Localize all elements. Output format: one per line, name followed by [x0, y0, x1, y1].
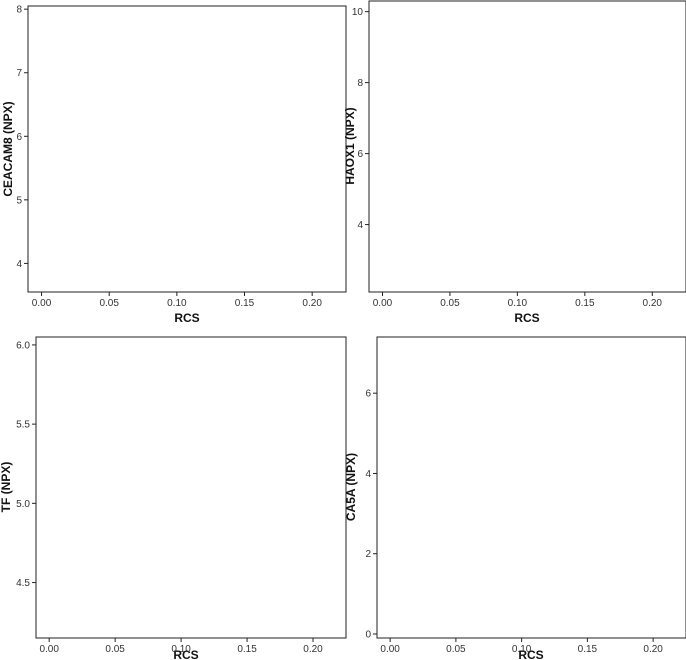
- plot-frame: [35, 336, 347, 639]
- y-tick-label: 8: [16, 5, 22, 16]
- x-tick-label: 0.00: [39, 644, 59, 655]
- x-tick-label: 0.05: [440, 298, 460, 309]
- x-tick-label: 0.05: [99, 298, 119, 309]
- x-axis-label: RCS: [518, 648, 543, 660]
- x-tick-label: 0.15: [235, 298, 255, 309]
- y-tick-label: 5.0: [16, 499, 30, 510]
- x-tick-label: 0.10: [512, 644, 532, 655]
- y-tick-label: 4: [365, 469, 371, 480]
- plot-frame: [27, 5, 347, 293]
- y-axis-label: HAOX1 (NPX): [343, 107, 357, 184]
- y-tick-label: 6: [365, 389, 371, 400]
- x-tick-label: 0.15: [237, 644, 257, 655]
- x-tick-label: 0.10: [508, 298, 528, 309]
- panel-tf: RCS TF (NPX) 0.00 0.05 0.10 0.15 0.20 4.5 5.0 5…: [0, 336, 347, 660]
- y-tick-label: 0: [365, 629, 371, 640]
- x-axis-label: RCS: [514, 311, 539, 325]
- y-tick-label: 8: [357, 78, 363, 89]
- y-axis-label: CA5A (NPX): [344, 453, 358, 521]
- y-tick-label: 5: [16, 195, 22, 206]
- x-tick-label: 0.00: [32, 298, 52, 309]
- y-tick-label: 7: [16, 68, 22, 79]
- y-tick-label: 2: [365, 549, 371, 560]
- y-tick-label: 4: [357, 220, 363, 231]
- x-tick-label: 0.00: [373, 298, 393, 309]
- x-tick-label: 0.20: [643, 298, 663, 309]
- y-axis-label: CEACAM8 (NPX): [1, 101, 15, 196]
- y-tick-label: 6: [16, 132, 22, 143]
- y-tick-label: 10: [352, 7, 364, 18]
- x-tick-label: 0.20: [303, 644, 323, 655]
- x-tick-label: 0.15: [578, 644, 598, 655]
- y-axis-label: TF (NPX): [0, 462, 13, 513]
- x-tick-label: 0.20: [302, 298, 322, 309]
- x-tick-label: 0.10: [171, 644, 191, 655]
- x-tick-label: 0.10: [167, 298, 187, 309]
- panel-ceacam8: RCS CEACAM8 (NPX) 0.00 0.05 0.10 0.15 0.20 4 5…: [1, 5, 347, 325]
- x-tick-label: 0.00: [380, 644, 400, 655]
- y-tick-label: 4: [16, 259, 22, 270]
- panel-haox1: RCS HAOX1 (NPX) 0.00 0.05 0.10 0.15 0.20 4 6 8 1…: [343, 0, 686, 325]
- plot-frame: [368, 0, 686, 293]
- y-tick-label: 4.5: [16, 578, 30, 589]
- x-tick-label: 0.05: [446, 644, 466, 655]
- x-tick-label: 0.15: [575, 298, 595, 309]
- x-tick-label: 0.05: [105, 644, 125, 655]
- y-tick-label: 5.5: [16, 420, 30, 431]
- y-tick-label: 6: [357, 149, 363, 160]
- panel-ca5a: RCS CA5A (NPX) 0.00 0.05 0.10 0.15 0.20 0 2 4 6: [344, 336, 686, 660]
- x-tick-label: 0.20: [643, 644, 663, 655]
- y-tick-label: 6.0: [16, 340, 30, 351]
- x-axis-label: RCS: [174, 311, 199, 325]
- x-axis-label: RCS: [173, 648, 198, 660]
- plot-frame: [376, 336, 686, 639]
